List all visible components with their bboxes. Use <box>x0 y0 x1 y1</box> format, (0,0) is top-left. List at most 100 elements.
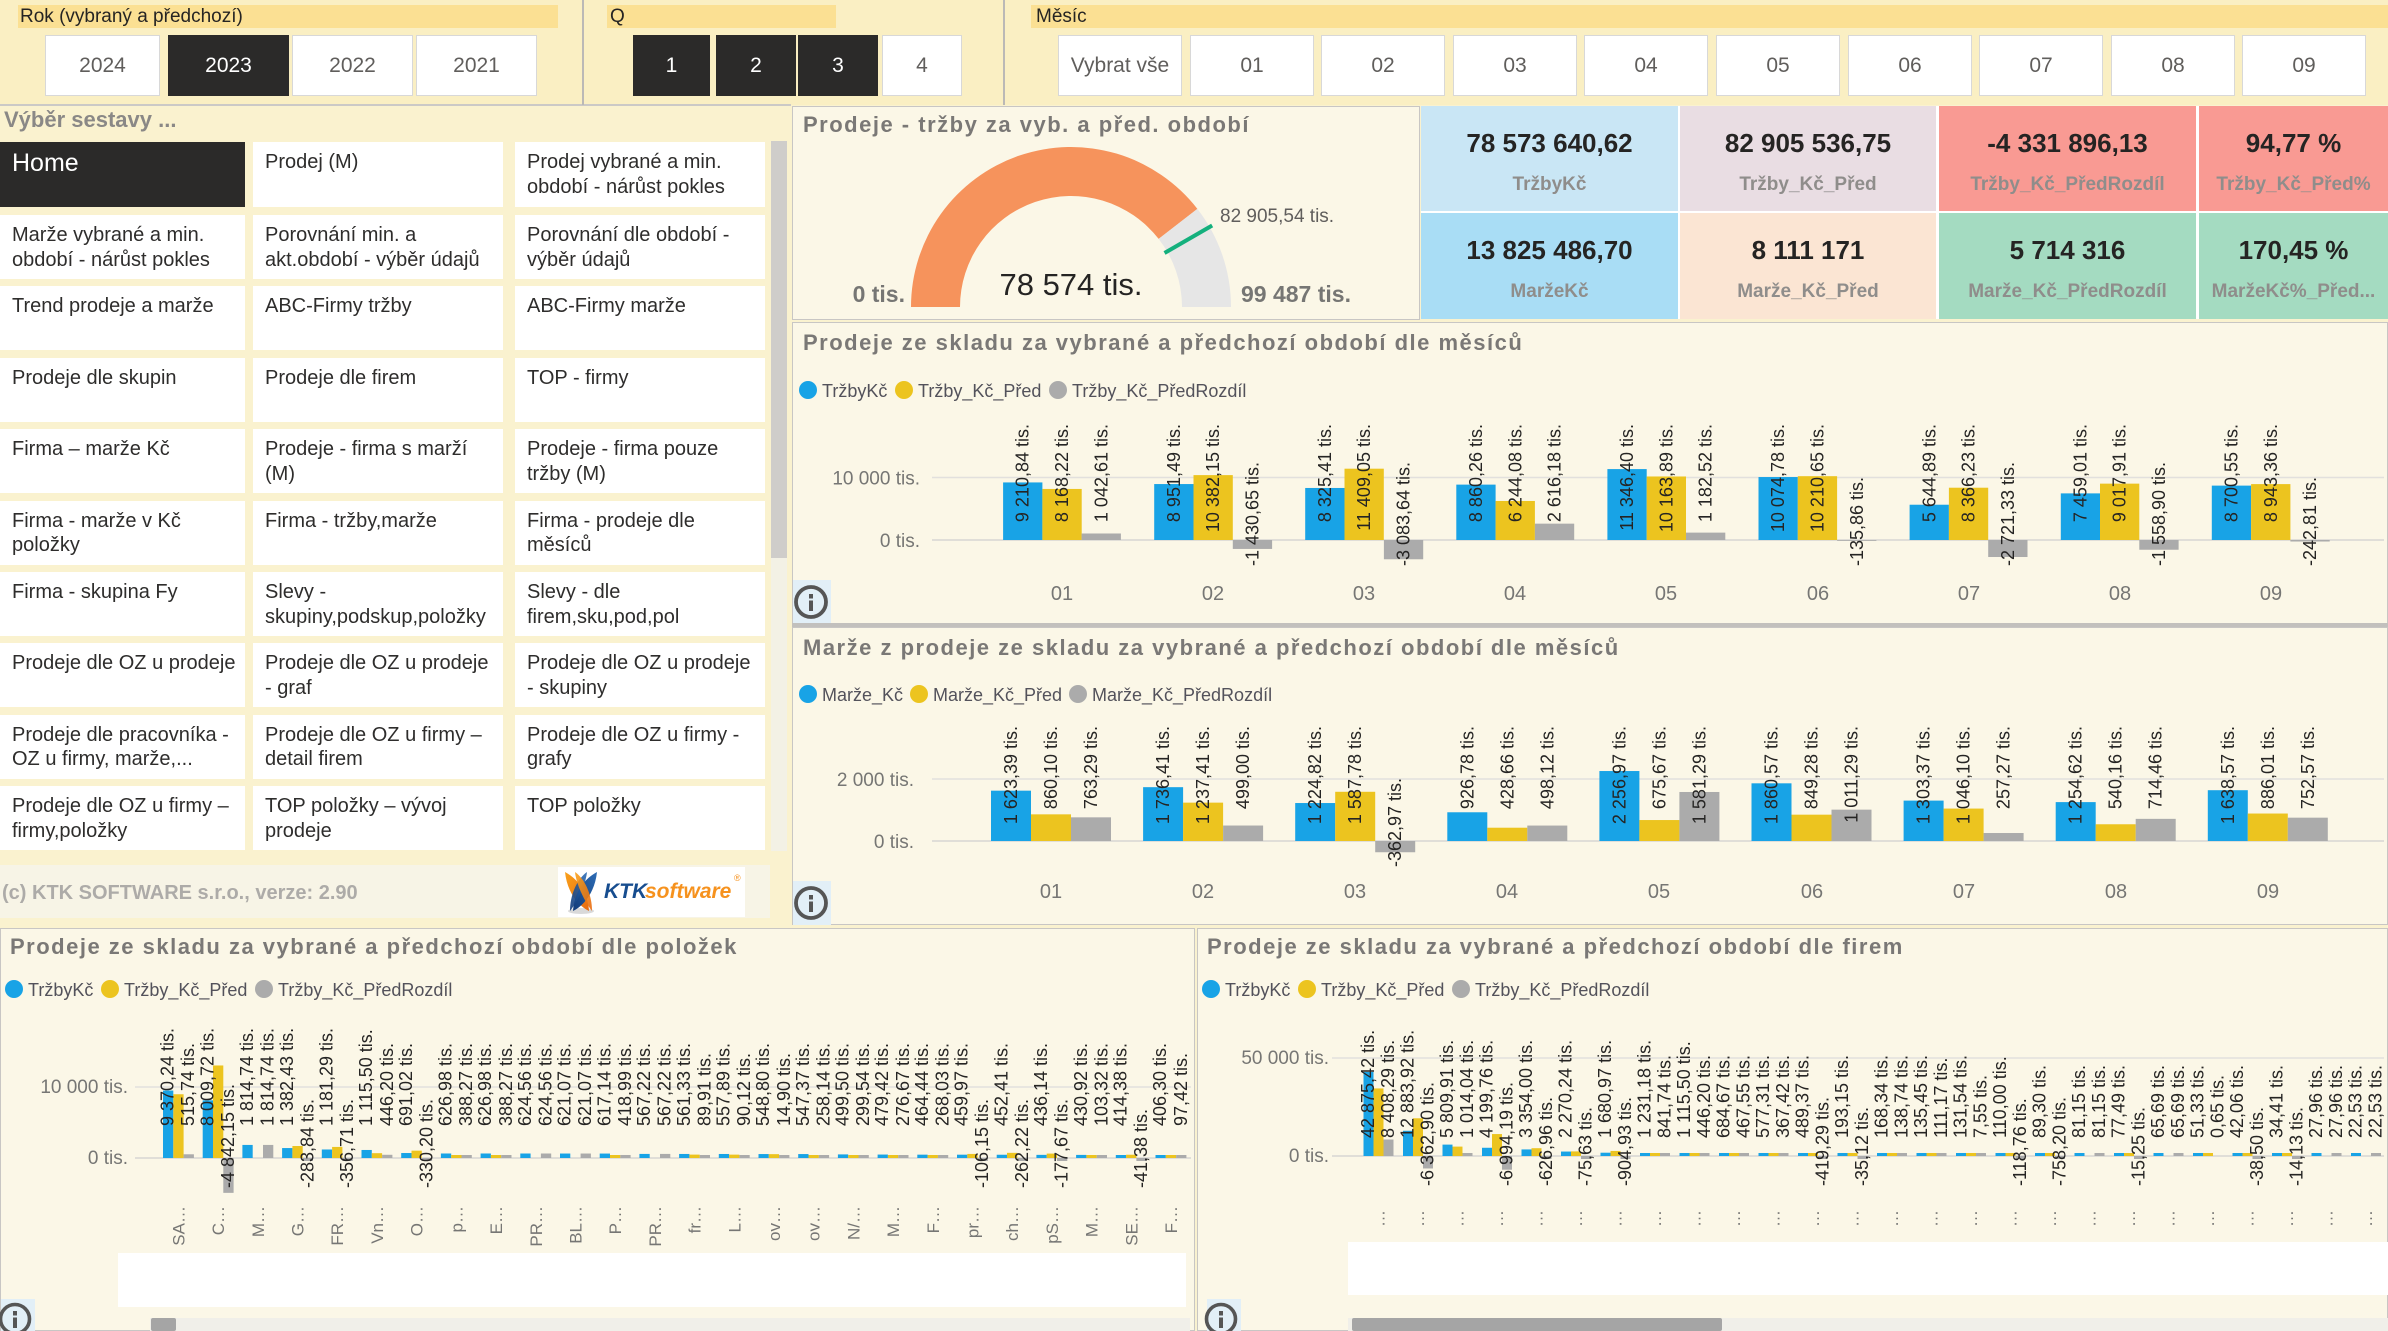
svg-text:…: … <box>1449 1210 1468 1227</box>
svg-text:05: 05 <box>1655 583 1677 605</box>
svg-text:90,12 tis.: 90,12 tis. <box>734 1053 754 1126</box>
svg-text:KTK: KTK <box>604 880 649 903</box>
svg-text:®: ® <box>734 873 741 883</box>
svg-text:pr…: pr… <box>964 1206 983 1238</box>
svg-text:34,41 tis.: 34,41 tis. <box>2267 1065 2287 1138</box>
svg-text:479,42 tis.: 479,42 tis. <box>872 1043 892 1126</box>
svg-text:-118,76 tis.: -118,76 tis. <box>2010 1098 2030 1186</box>
svg-text:08: 08 <box>2105 881 2127 903</box>
svg-text:515,74 tis.: 515,74 tis. <box>178 1043 198 1126</box>
svg-text:M…: M… <box>884 1206 903 1237</box>
svg-text:…: … <box>1765 1210 1784 1227</box>
svg-text:…: … <box>1528 1210 1547 1227</box>
svg-text:09: 09 <box>2257 881 2279 903</box>
svg-text:89,30 tis.: 89,30 tis. <box>2030 1065 2050 1138</box>
svg-text:81,15 tis.: 81,15 tis. <box>2069 1065 2089 1138</box>
svg-text:…: … <box>2081 1210 2100 1227</box>
svg-text:01: 01 <box>1051 583 1073 605</box>
svg-text:-283,84 tis.: -283,84 tis. <box>297 1099 317 1188</box>
svg-text:O…: O… <box>408 1206 427 1236</box>
svg-text:367,42 tis.: 367,42 tis. <box>1773 1055 1793 1138</box>
svg-text:489,37 tis.: 489,37 tis. <box>1793 1055 1813 1138</box>
svg-text:Marže_Kč: Marže_Kč <box>822 685 903 706</box>
svg-text:-419,29 tis.: -419,29 tis. <box>1813 1097 1833 1186</box>
svg-text:0 tis.: 0 tis. <box>88 1148 128 1169</box>
svg-text:pS…: pS… <box>1043 1206 1062 1244</box>
svg-text:430,92 tis.: 430,92 tis. <box>1071 1043 1091 1126</box>
svg-text:L…: L… <box>725 1206 744 1232</box>
svg-text:…: … <box>1646 1210 1665 1227</box>
svg-text:…: … <box>1488 1210 1507 1227</box>
svg-text:8 325,41 tis.: 8 325,41 tis. <box>1315 424 1335 522</box>
svg-text:268,03 tis.: 268,03 tis. <box>933 1043 953 1126</box>
svg-text:C…: C… <box>209 1206 228 1235</box>
svg-text:PR…: PR… <box>646 1206 665 1247</box>
svg-text:11 409,05 tis.: 11 409,05 tis. <box>1354 424 1374 531</box>
svg-text:…: … <box>1370 1210 1389 1227</box>
svg-text:621,07 tis.: 621,07 tis. <box>575 1043 595 1126</box>
svg-text:-330,20 tis.: -330,20 tis. <box>417 1099 437 1188</box>
svg-text:-3 083,64 tis.: -3 083,64 tis. <box>1394 462 1414 566</box>
svg-text:-242,81 tis.: -242,81 tis. <box>2300 477 2320 566</box>
svg-text:-362,97 tis.: -362,97 tis. <box>1385 778 1405 867</box>
svg-text:135,45 tis.: 135,45 tis. <box>1911 1055 1931 1138</box>
svg-text:886,01 tis.: 886,01 tis. <box>2258 726 2278 809</box>
svg-text:567,22 tis.: 567,22 tis. <box>634 1043 654 1126</box>
svg-text:22,53 tis.: 22,53 tis. <box>2366 1065 2386 1138</box>
svg-text:22,53 tis.: 22,53 tis. <box>2346 1065 2366 1138</box>
svg-text:1 014,04 tis.: 1 014,04 tis. <box>1457 1040 1477 1138</box>
svg-text:464,44 tis.: 464,44 tis. <box>912 1043 932 1126</box>
svg-text:467,55 tis.: 467,55 tis. <box>1734 1055 1754 1138</box>
svg-text:F…: F… <box>1162 1206 1181 1233</box>
svg-text:1 736,41 tis.: 1 736,41 tis. <box>1153 726 1173 824</box>
svg-text:99 487 tis.: 99 487 tis. <box>1241 281 1351 307</box>
svg-text:BL…: BL… <box>567 1206 586 1244</box>
svg-text:…: … <box>1567 1210 1586 1227</box>
svg-text:714,46 tis.: 714,46 tis. <box>2146 726 2166 809</box>
svg-text:65,69 tis.: 65,69 tis. <box>2168 1065 2188 1138</box>
svg-text:07: 07 <box>1953 881 1975 903</box>
svg-text:Tržby_Kč_PředRozdíl: Tržby_Kč_PředRozdíl <box>1072 381 1246 402</box>
svg-text:M…: M… <box>1083 1206 1102 1237</box>
svg-text:FR…: FR… <box>328 1206 347 1246</box>
svg-text:F…: F… <box>924 1206 943 1233</box>
svg-text:9 210,84 tis.: 9 210,84 tis. <box>1013 424 1033 522</box>
svg-text:8 009,72 tis.: 8 009,72 tis. <box>197 1028 217 1126</box>
svg-text:…: … <box>1962 1210 1981 1227</box>
svg-text:446,20 tis.: 446,20 tis. <box>377 1043 397 1126</box>
svg-text:1 814,74 tis.: 1 814,74 tis. <box>258 1028 278 1126</box>
svg-text:…: … <box>2041 1210 2060 1227</box>
svg-text:-106,15 tis.: -106,15 tis. <box>972 1099 992 1188</box>
svg-text:1 680,97 tis.: 1 680,97 tis. <box>1595 1040 1615 1138</box>
svg-text:ov…: ov… <box>805 1206 824 1241</box>
svg-text:-4 842,15 tis.: -4 842,15 tis. <box>218 1084 238 1188</box>
svg-text:624,56 tis.: 624,56 tis. <box>515 1043 535 1126</box>
svg-text:452,41 tis.: 452,41 tis. <box>991 1043 1011 1126</box>
svg-text:577,31 tis.: 577,31 tis. <box>1753 1055 1773 1138</box>
svg-text:1 638,57 tis.: 1 638,57 tis. <box>2218 726 2238 824</box>
svg-text:547,37 tis.: 547,37 tis. <box>793 1043 813 1126</box>
svg-text:388,27 tis.: 388,27 tis. <box>456 1043 476 1126</box>
svg-text:12 883,92 tis.: 12 883,92 tis. <box>1398 1030 1418 1138</box>
svg-text:684,67 tis.: 684,67 tis. <box>1714 1055 1734 1138</box>
svg-text:2 270,24 tis.: 2 270,24 tis. <box>1556 1040 1576 1138</box>
svg-text:…: … <box>2318 1210 2337 1227</box>
svg-text:406,30 tis.: 406,30 tis. <box>1150 1043 1170 1126</box>
svg-text:77,49 tis.: 77,49 tis. <box>2109 1065 2129 1138</box>
svg-text:459,97 tis.: 459,97 tis. <box>952 1043 972 1126</box>
svg-text:1 042,61 tis.: 1 042,61 tis. <box>1091 424 1111 522</box>
svg-text:10 163,89 tis.: 10 163,89 tis. <box>1656 424 1676 532</box>
svg-text:8 951,49 tis.: 8 951,49 tis. <box>1164 424 1184 522</box>
svg-text:617,14 tis.: 617,14 tis. <box>594 1043 614 1126</box>
svg-text:8 860,26 tis.: 8 860,26 tis. <box>1466 424 1486 522</box>
svg-text:498,12 tis.: 498,12 tis. <box>1537 726 1557 809</box>
svg-text:9 017,91 tis.: 9 017,91 tis. <box>2110 424 2130 522</box>
svg-text:software: software <box>645 880 732 903</box>
svg-text:3 354,00 tis.: 3 354,00 tis. <box>1516 1040 1536 1138</box>
svg-text:ov…: ov… <box>765 1206 784 1241</box>
svg-text:1 382,43 tis.: 1 382,43 tis. <box>277 1028 297 1126</box>
svg-text:…: … <box>2199 1210 2218 1227</box>
svg-text:E…: E… <box>487 1206 506 1234</box>
svg-text:TržbyKč: TržbyKč <box>28 980 93 1000</box>
svg-text:03: 03 <box>1353 583 1375 605</box>
